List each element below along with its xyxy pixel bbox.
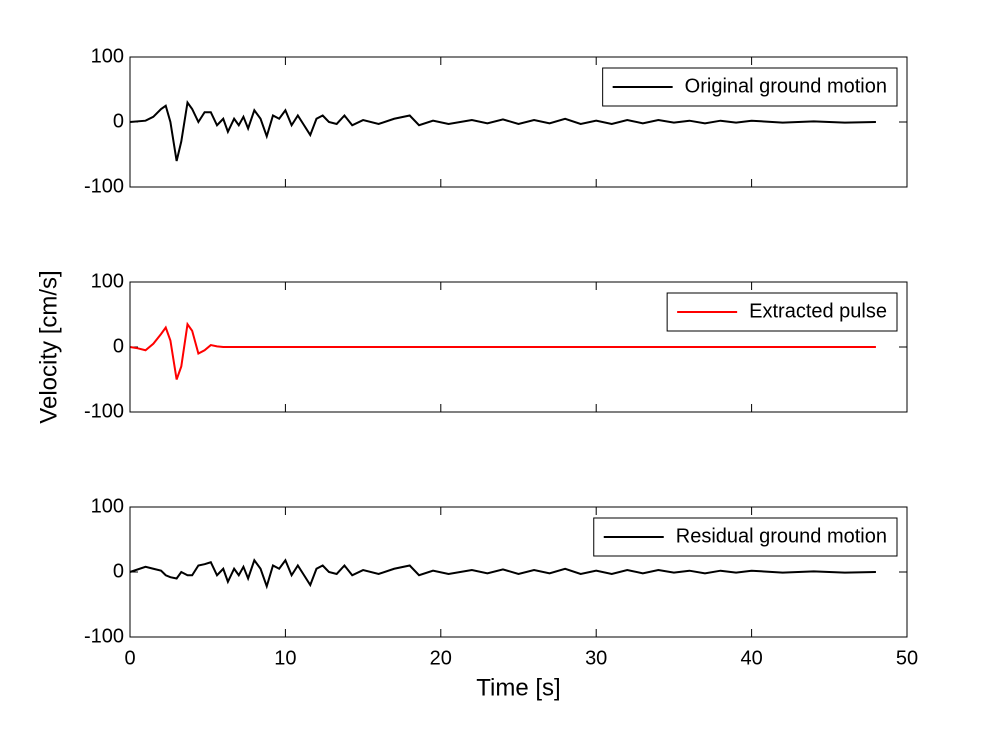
axes-frame [129, 506, 908, 638]
x-tick-label: 40 [740, 647, 762, 669]
legend: Original ground motion [602, 67, 898, 107]
y-tick-label: 0 [113, 335, 124, 357]
legend-label: Original ground motion [685, 75, 887, 97]
y-tick-label: 100 [91, 270, 124, 292]
x-tick-label: 50 [896, 647, 918, 669]
axes-frame [129, 281, 908, 413]
data-line [129, 558, 876, 590]
data-line [129, 99, 876, 162]
legend-label: Residual ground motion [676, 525, 887, 547]
x-tick-label: 20 [430, 647, 452, 669]
legend: Extracted pulse [666, 292, 898, 332]
y-tick-label: -100 [84, 400, 124, 422]
legend: Residual ground motion [593, 517, 898, 557]
y-tick-label: -100 [84, 625, 124, 647]
data-line [129, 321, 876, 380]
y-tick-label: 0 [113, 110, 124, 132]
x-axis-label: Time [s] [476, 674, 560, 701]
x-tick-label: 0 [124, 647, 135, 669]
axes-frame [129, 56, 908, 188]
y-axis-label: Velocity [cm/s] [35, 270, 62, 423]
y-tick-label: 100 [91, 495, 124, 517]
y-tick-label: 100 [91, 45, 124, 67]
legend-label: Extracted pulse [749, 300, 887, 322]
y-tick-label: -100 [84, 175, 124, 197]
y-tick-label: 0 [113, 560, 124, 582]
x-tick-label: 30 [585, 647, 607, 669]
x-tick-label: 10 [274, 647, 296, 669]
